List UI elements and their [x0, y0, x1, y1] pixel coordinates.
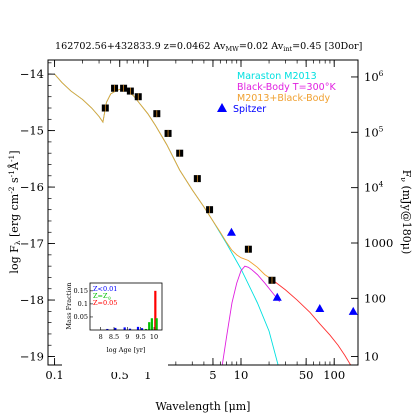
series-line-m2013-black-body: [54, 73, 274, 281]
x-tick-label: 5: [209, 368, 216, 382]
y2-tick-label: 105: [364, 124, 384, 139]
legend-entry-maraston-m2013: Maraston M2013: [237, 71, 317, 82]
inset-bar-4: [136, 326, 140, 330]
y-axis-label: log Fλ [erg cm-2 s-1Å-1]: [7, 150, 22, 273]
inset-x-tick-label: 10: [150, 333, 158, 341]
spitzer-point-0: [226, 227, 236, 236]
inset-x-tick-label: 8: [99, 333, 103, 341]
x-tick-label: 1: [144, 368, 151, 382]
inset-bar-3: [128, 328, 132, 330]
y2-tick-label: 104: [364, 180, 384, 195]
x-tick-label: 50: [299, 368, 314, 382]
inset-bar-2: [123, 327, 126, 330]
series-line-black-body-t-300-k: [221, 265, 281, 365]
spitzer-point-1: [272, 292, 282, 301]
age-histogram-inset: 8 8.5 9 9.5 10 0.05 0.1 0.15 Z<0.01Z=Z⊙Z=0.05 l…: [62, 272, 168, 372]
inset-legend-entry-2: Z=0.05: [93, 299, 117, 307]
inset-y-tick-label: 0.15: [74, 287, 88, 295]
inset-x-tick-label: 9.5: [135, 333, 145, 341]
inset-background: [62, 272, 168, 372]
inset-y-tick-label: 0.1: [78, 300, 88, 308]
ticks-layer: 0.1 0.5 1 5 10 50 100−14−15−16−17−18−191061051…: [20, 60, 393, 382]
inset-bar-10: [155, 318, 158, 330]
y-tick-label: −15: [20, 124, 44, 138]
series-line-tail-3: [272, 279, 352, 365]
inset-bar-8: [150, 318, 153, 330]
legend-entry-black-body-t-300-k: Black-Body T=300°K: [237, 82, 336, 93]
inset-x-tick-label: 9: [125, 333, 129, 341]
inset-bar-1: [114, 327, 117, 330]
x-tick-label: 10: [234, 368, 249, 382]
y-tick-label: −18: [20, 293, 44, 307]
inset-bars-layer: [106, 290, 158, 330]
y-tick-label: −16: [20, 180, 44, 194]
main-plot-area: 0.1 0.5 1 5 10 50 100−14−15−16−17−18−191061051…: [20, 59, 393, 382]
y2-tick-label: 100: [364, 291, 386, 305]
plot-frame: [47, 59, 359, 366]
x-axis-label: Wavelength [μm]: [156, 400, 251, 413]
spitzer-point-2: [315, 304, 325, 313]
inset-y-label: Mass Fraction: [65, 282, 73, 329]
y2-axis-label: Fν (mJy@180μ): [399, 170, 413, 255]
x-tick-label: 100: [323, 368, 345, 382]
inset-bar-0: [106, 328, 109, 330]
chart-title: 162702.56+432833.9 z=0.0462 AvMW=0.02 Av…: [55, 41, 362, 53]
inset-legend-entry-1: Z=Z⊙: [93, 292, 111, 302]
inset-y-tick-label: 0.05: [74, 313, 88, 321]
inset-x-label: log Age [yr]: [107, 346, 146, 354]
inset-bar-7: [148, 322, 151, 330]
y2-tick-label: 1000: [364, 236, 393, 250]
y2-tick-label: 106: [364, 69, 384, 84]
legend-spitzer-marker: [217, 103, 227, 112]
inset-bar-5: [140, 328, 144, 330]
y-tick-label: −14: [20, 67, 44, 81]
points-layer: [101, 84, 358, 315]
spitzer-point-3: [348, 306, 358, 315]
inset-bar-9: [154, 290, 157, 330]
y-tick-label: −19: [20, 350, 44, 364]
y-tick-label: −17: [20, 237, 44, 251]
inset-bar-6: [144, 328, 148, 330]
legend-entry-spitzer: Spitzer: [233, 104, 266, 115]
legend-entry-m2013-black-body: M2013+Black-Body: [237, 93, 330, 104]
y2-tick-label: 10: [364, 350, 379, 364]
inset-legend-entry-0: Z<0.01: [93, 285, 117, 293]
inset-frame: [89, 282, 163, 331]
inset-x-tick-label: 8.5: [109, 333, 119, 341]
x-tick-label: 0.1: [45, 368, 63, 382]
inset-legend: Z<0.01Z=Z⊙Z=0.05: [93, 285, 117, 307]
inset-ticks-layer: 8 8.5 9 9.5 10 0.05 0.1 0.15: [74, 287, 159, 341]
